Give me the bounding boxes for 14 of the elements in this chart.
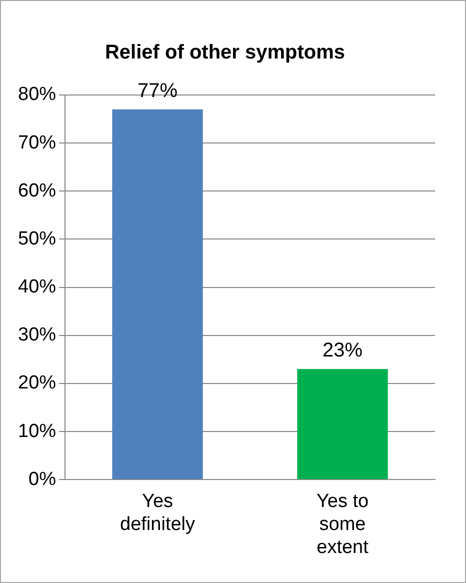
y-tick-label: 60% bbox=[18, 180, 56, 202]
y-tick-label: 0% bbox=[28, 468, 56, 490]
x-tick-label: Yes to some extent bbox=[316, 491, 370, 558]
y-tick-label: 80% bbox=[18, 84, 56, 106]
x-tick-label: Yes definitely bbox=[120, 491, 196, 536]
data-label: 23% bbox=[322, 340, 363, 362]
y-tick-label: 20% bbox=[18, 372, 56, 394]
y-tick-label: 70% bbox=[18, 132, 56, 154]
y-tick-label: 40% bbox=[18, 276, 56, 298]
y-tick-label: 50% bbox=[18, 228, 56, 250]
data-label: 77% bbox=[138, 80, 178, 102]
chart-title: Relief of other symptoms bbox=[104, 42, 346, 64]
y-tick-label: 10% bbox=[18, 420, 56, 442]
y-tick-label: 30% bbox=[18, 324, 56, 346]
